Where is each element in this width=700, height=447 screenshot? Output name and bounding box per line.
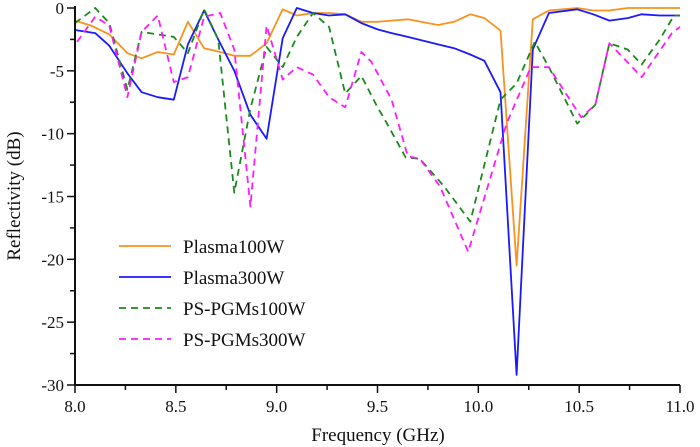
- series-line-ps-pgms100w: [74, 7, 680, 223]
- x-tick-label: 10.0: [463, 397, 493, 416]
- x-axis-label: Frequency (GHz): [311, 425, 444, 446]
- x-tick-label: 8.5: [165, 397, 186, 416]
- series-line-plasma300w: [74, 7, 680, 376]
- legend-label: PS-PGMs300W: [183, 330, 306, 351]
- x-tick-label: 8.0: [64, 397, 85, 416]
- legend-label: Plasma300W: [183, 268, 284, 289]
- series-line-plasma100w: [74, 7, 680, 267]
- y-tick-label: 0: [56, 0, 65, 18]
- legend: Plasma100W Plasma300W PS-PGMs100W PS-PGMs30…: [119, 237, 306, 351]
- y-tick-label: -5: [50, 62, 64, 81]
- series-layer: [74, 7, 681, 376]
- legend-label: Plasma100W: [183, 237, 284, 258]
- x-tick-label: 11.0: [665, 397, 694, 416]
- y-tick-label: -20: [41, 250, 64, 269]
- y-tick-label: -30: [41, 376, 64, 395]
- legend-label: PS-PGMs100W: [183, 299, 306, 320]
- y-axis-label: Reflectivity (dB): [4, 131, 25, 260]
- axes-layer: 0 -5 -10 -15 -20 -25 -308.0 8.5 9.0 9.5 10.0 10.5 11…: [41, 0, 694, 416]
- y-tick-label: -15: [41, 188, 64, 207]
- y-tick-label: -10: [41, 125, 64, 144]
- series-line-ps-pgms300w: [76, 12, 681, 253]
- x-tick-label: 9.5: [367, 397, 388, 416]
- x-tick-label: 10.5: [564, 397, 594, 416]
- y-tick-label: -25: [41, 313, 64, 332]
- x-tick-label: 9.0: [266, 397, 287, 416]
